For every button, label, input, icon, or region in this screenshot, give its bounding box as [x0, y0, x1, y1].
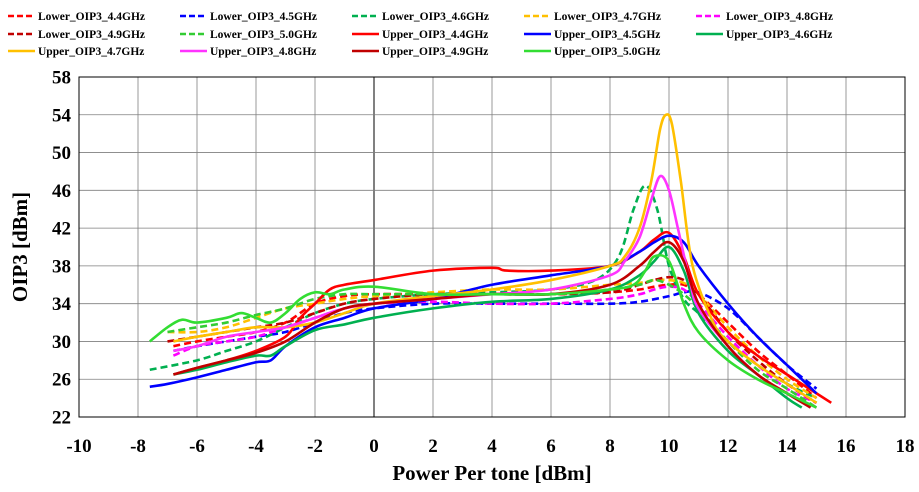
y-tick-label: 50: [52, 143, 71, 164]
axes: -10 -8 -6 -4 -2 0 2 4 6 8 10 12 14 16 1822263034384246…: [52, 68, 915, 458]
series-line-upper-oip3-5-0ghz: [148, 253, 818, 409]
x-tick-label: 8: [605, 436, 615, 457]
legend-item-upper-oip3-4-4ghz: Upper_OIP3_4.4GHz: [352, 29, 488, 41]
x-tick-label: 18: [896, 436, 915, 457]
y-tick-label: 26: [52, 370, 71, 391]
legend: Lower_OIP3_4.4GHz Lower_OIP3_4.5GHz Lower_…: [8, 11, 833, 58]
series-line-lower-oip3-4-8ghz: [172, 285, 818, 405]
x-axis-title: Power Per tone [dBm]: [392, 461, 591, 485]
x-tick-label: -4: [248, 436, 264, 457]
legend-label: Upper_OIP3_4.5GHz: [554, 29, 660, 41]
x-tick-label: -10: [66, 436, 91, 457]
y-tick-label: 22: [52, 408, 71, 429]
legend-label: Upper_OIP3_4.8GHz: [210, 46, 316, 58]
series-line-lower-oip3-4-6ghz: [149, 184, 818, 400]
legend-item-upper-oip3-4-9ghz: Upper_OIP3_4.9GHz: [352, 46, 488, 58]
legend-label: Upper_OIP3_4.4GHz: [382, 29, 488, 41]
legend-item-lower-oip3-4-9ghz: Lower_OIP3_4.9GHz: [8, 29, 145, 41]
legend-label: Lower_OIP3_4.8GHz: [726, 11, 833, 23]
legend-item-upper-oip3-4-6ghz: Upper_OIP3_4.6GHz: [696, 29, 832, 41]
legend-item-upper-oip3-5-0ghz: Upper_OIP3_5.0GHz: [524, 46, 660, 58]
legend-item-lower-oip3-4-6ghz: Lower_OIP3_4.6GHz: [352, 11, 489, 23]
y-axis-title: OIP3 [dBm]: [8, 192, 32, 302]
y-tick-label: 58: [52, 68, 71, 89]
x-tick-label: 10: [660, 436, 679, 457]
series-line-upper-oip3-4-8ghz: [173, 174, 818, 409]
legend-item-lower-oip3-4-7ghz: Lower_OIP3_4.7GHz: [524, 11, 661, 23]
series-lines: [148, 113, 832, 409]
y-tick-label: 38: [52, 256, 71, 277]
legend-item-lower-oip3-4-4ghz: Lower_OIP3_4.4GHz: [8, 11, 145, 23]
legend-label: Lower_OIP3_4.7GHz: [554, 11, 661, 23]
plot-area-border: [78, 76, 906, 418]
x-tick-label: 12: [719, 436, 738, 457]
x-tick-label: 2: [428, 436, 438, 457]
y-tick-label: 46: [52, 181, 71, 202]
y-tick-label: 54: [52, 105, 72, 126]
x-tick-label: -2: [307, 436, 323, 457]
series-line-upper-oip3-4-5ghz: [149, 234, 818, 395]
legend-label: Upper_OIP3_4.9GHz: [382, 46, 488, 58]
legend-item-upper-oip3-4-8ghz: Upper_OIP3_4.8GHz: [180, 46, 316, 58]
legend-item-lower-oip3-4-5ghz: Lower_OIP3_4.5GHz: [180, 11, 317, 23]
legend-item-lower-oip3-4-8ghz: Lower_OIP3_4.8GHz: [696, 11, 833, 23]
legend-label: Upper_OIP3_4.7GHz: [38, 46, 144, 58]
legend-item-lower-oip3-5-0ghz: Lower_OIP3_5.0GHz: [180, 29, 317, 41]
x-tick-label: -8: [130, 436, 146, 457]
x-tick-label: 6: [546, 436, 556, 457]
legend-label: Lower_OIP3_4.9GHz: [38, 29, 145, 41]
legend-label: Lower_OIP3_4.4GHz: [38, 11, 145, 23]
legend-item-upper-oip3-4-5ghz: Upper_OIP3_4.5GHz: [524, 29, 660, 41]
legend-label: Upper_OIP3_5.0GHz: [554, 46, 660, 58]
legend-item-upper-oip3-4-7ghz: Upper_OIP3_4.7GHz: [8, 46, 144, 58]
series-line-upper-oip3-4-6ghz: [173, 245, 803, 409]
x-tick-label: 4: [487, 436, 497, 457]
series-line-upper-oip3-4-4ghz: [173, 230, 832, 404]
legend-label: Upper_OIP3_4.6GHz: [726, 29, 832, 41]
legend-label: Lower_OIP3_4.6GHz: [382, 11, 489, 23]
legend-label: Lower_OIP3_5.0GHz: [210, 29, 317, 41]
x-tick-label: -6: [189, 436, 205, 457]
y-tick-label: 34: [52, 294, 72, 315]
x-tick-label: 0: [369, 436, 379, 457]
y-tick-label: 30: [52, 332, 71, 353]
legend-label: Lower_OIP3_4.5GHz: [210, 11, 317, 23]
x-tick-label: 14: [778, 436, 798, 457]
x-tick-label: 16: [837, 436, 856, 457]
y-tick-label: 42: [52, 219, 71, 240]
